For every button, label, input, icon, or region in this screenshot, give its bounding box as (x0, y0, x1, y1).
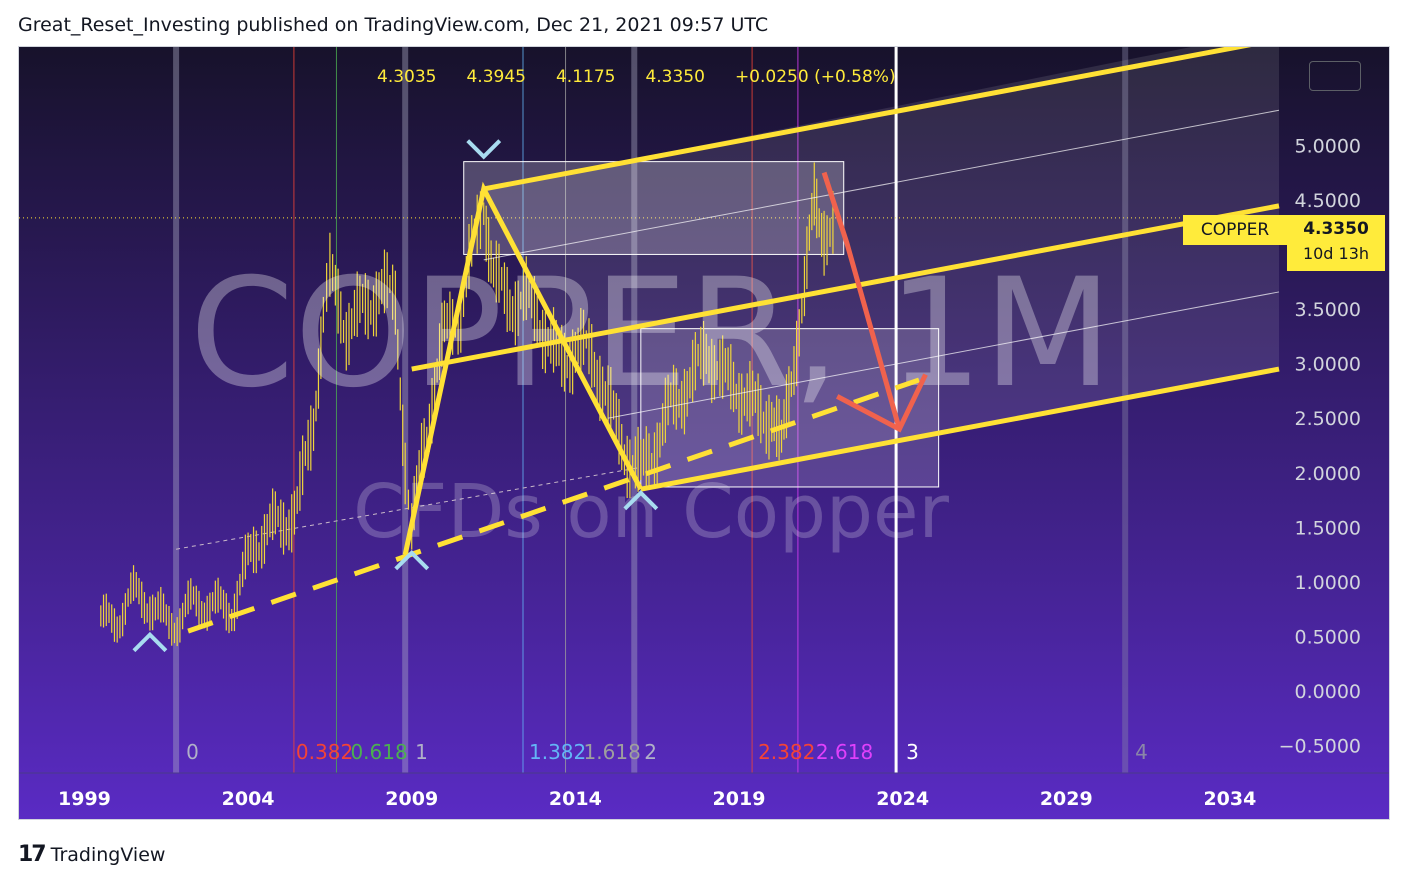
fib-time-label: 0.382 (296, 740, 353, 764)
y-tick-label: 5.0000 (1295, 135, 1361, 157)
channel-upper-line (483, 47, 1252, 192)
x-tick-label: 2034 (1203, 788, 1256, 810)
ohlc-close: 4.3350 (645, 67, 705, 87)
channel-threequarter-line (607, 291, 1280, 419)
channel-lower-line (640, 366, 1280, 492)
tradingview-brand[interactable]: TradingView (50, 843, 166, 866)
y-tick-label: 0.0000 (1295, 681, 1361, 703)
x-tick-label: 2009 (385, 788, 438, 810)
fib-time-label: 0 (186, 740, 199, 764)
x-tick-label: 2024 (876, 788, 929, 810)
chevron-up-icon (623, 489, 659, 511)
y-tick-label: −0.5000 (1279, 736, 1361, 758)
price-value: 4.3350 (1303, 219, 1369, 239)
ohlc-high: 4.3945 (466, 67, 526, 87)
price-value-box: 4.3350 10d 13h (1287, 215, 1385, 271)
watermark-symbol: COPPER, 1M (190, 247, 1113, 421)
tradingview-logo-icon[interactable]: 17 (18, 842, 47, 867)
fib-time-label: 3 (906, 740, 919, 764)
fib-time-label: 2.382 (758, 740, 815, 764)
fib-time-label: 2 (644, 740, 657, 764)
chart-settings-button[interactable] (1309, 61, 1361, 91)
channel-middle-line (411, 203, 1280, 372)
projection-arrow (821, 171, 902, 430)
fib-time-label: 0.618 (350, 740, 407, 764)
x-tick-label: 2004 (222, 788, 275, 810)
x-tick-label: 2019 (713, 788, 766, 810)
chevron-up-icon (132, 631, 168, 653)
chevron-down-icon (466, 139, 502, 160)
footer: 17 TradingView (18, 842, 165, 867)
ohlc-low: 4.1175 (555, 67, 616, 87)
zigzag-pattern (402, 181, 644, 556)
channel-fill (483, 47, 1279, 490)
fib-time-label: 1.382 (529, 740, 586, 764)
chart-background (19, 47, 1389, 819)
ohlc-open: 4.3035 (377, 67, 437, 87)
y-tick-label: 3.0000 (1295, 354, 1361, 376)
channel-quarter-line (483, 109, 1280, 261)
y-tick-label: 3.5000 (1295, 299, 1361, 321)
ohlc-change: +0.0250 (+0.58%) (734, 67, 896, 87)
published-line: Great_Reset_Investing published on Tradi… (18, 14, 769, 36)
chart-area[interactable]: COPPER, 1M CFDs on Copper 0 0.382 0.618 1 1.… (18, 46, 1390, 820)
y-tick-label: 4.5000 (1295, 190, 1361, 212)
chevron-up-icon (394, 550, 430, 571)
x-tick-label: 1999 (58, 788, 111, 810)
y-tick-label: 2.0000 (1295, 463, 1361, 485)
x-tick-label: 2029 (1040, 788, 1093, 810)
fib-time-label: 2.618 (816, 740, 873, 764)
zone-rectangle-top (463, 161, 845, 255)
y-tick-label: 1.5000 (1295, 517, 1361, 539)
fib-time-label: 4 (1135, 740, 1148, 764)
fib-time-label: 1.618 (584, 740, 641, 764)
y-tick-label: 0.5000 (1295, 627, 1361, 649)
last-price-tag: COPPER 4.3350 10d 13h (1183, 215, 1385, 271)
x-tick-label: 2014 (549, 788, 602, 810)
ohlc-readout: 4.3035 4.3945 4.1175 4.3350 +0.0250 (+0.58%) (377, 67, 926, 87)
fib-time-label: 1 (415, 740, 428, 764)
bar-countdown: 10d 13h (1302, 244, 1370, 263)
projection-arrowhead (836, 373, 928, 433)
y-tick-label: 1.0000 (1295, 572, 1361, 594)
y-tick-label: 2.5000 (1295, 408, 1361, 430)
price-symbol-label: COPPER (1183, 215, 1287, 245)
